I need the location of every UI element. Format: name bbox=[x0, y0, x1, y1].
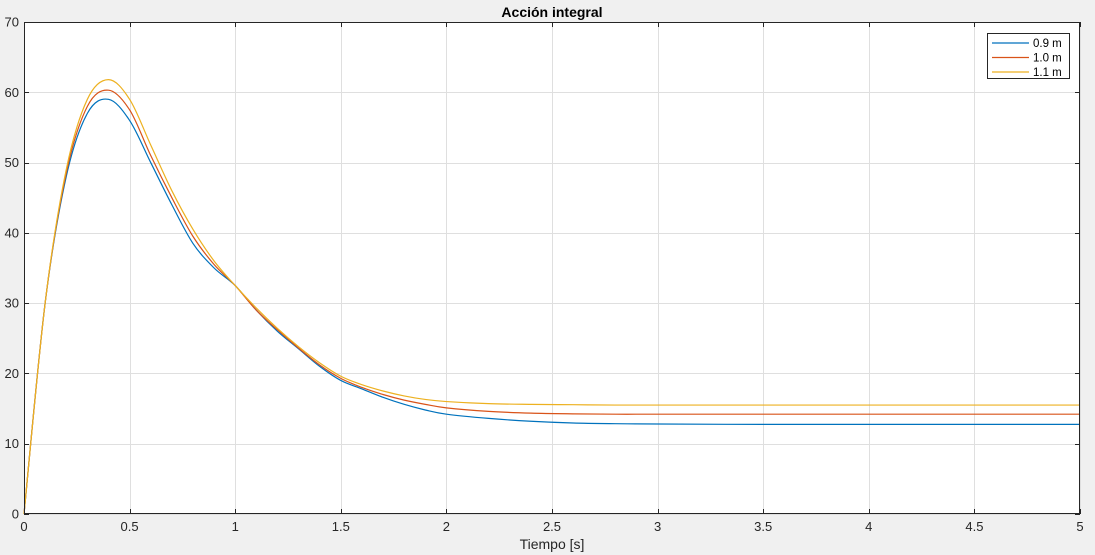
legend-label-3: 1.1 m bbox=[1033, 67, 1062, 79]
x-axis-label: Tiempo [s] bbox=[520, 536, 585, 552]
series-layer bbox=[23, 79, 1080, 515]
x-tick-label: 2 bbox=[443, 519, 450, 534]
y-tick-label: 20 bbox=[5, 366, 19, 381]
x-tick-label: 0 bbox=[20, 519, 27, 534]
y-tick-label: 30 bbox=[5, 296, 19, 311]
y-tick-label: 40 bbox=[5, 225, 19, 240]
x-tick-label: 1 bbox=[232, 519, 239, 534]
x-tick-label: 4 bbox=[865, 519, 872, 534]
legend-box bbox=[987, 33, 1070, 79]
legend-label-1: 0.9 m bbox=[1033, 38, 1062, 50]
x-tick-label: 1.5 bbox=[332, 519, 350, 534]
series-line-1 bbox=[23, 98, 1080, 515]
x-tick-label: 3 bbox=[654, 519, 661, 534]
series-line-3 bbox=[23, 79, 1080, 515]
y-tick-label: 60 bbox=[5, 85, 19, 100]
x-tick-label: 5 bbox=[1076, 519, 1083, 534]
x-tick-label: 4.5 bbox=[965, 519, 983, 534]
y-tick-label: 50 bbox=[5, 155, 19, 170]
y-tick-label: 70 bbox=[5, 15, 19, 30]
y-tick-label: 0 bbox=[12, 507, 19, 522]
chart-title: Acción integral bbox=[501, 4, 602, 20]
series-line-2 bbox=[23, 89, 1080, 515]
legend-label-2: 1.0 m bbox=[1033, 53, 1062, 65]
y-tick-label: 10 bbox=[5, 436, 19, 451]
x-tick-label: 0.5 bbox=[121, 519, 139, 534]
x-tick-label: 3.5 bbox=[754, 519, 772, 534]
x-tick-label: 2.5 bbox=[543, 519, 561, 534]
legend: 0.9 m 1.0 m 1.1 m bbox=[987, 33, 1070, 79]
